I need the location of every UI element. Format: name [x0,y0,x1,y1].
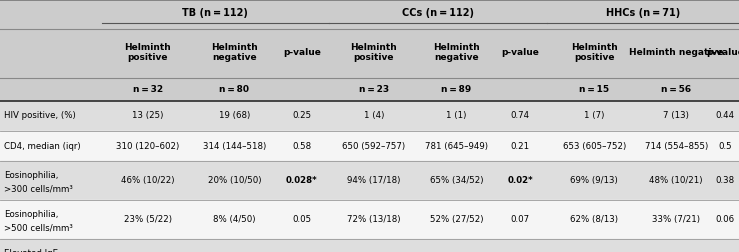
Text: 0.25: 0.25 [293,111,311,120]
Text: 23% (5/22): 23% (5/22) [124,215,171,224]
Text: 20% (10/50): 20% (10/50) [208,176,261,185]
Text: 0.21: 0.21 [511,142,530,151]
Text: Helminth
positive: Helminth positive [350,43,398,62]
Text: 19 (68): 19 (68) [219,111,250,120]
Text: 0.74: 0.74 [511,111,530,120]
Text: 714 (554–855): 714 (554–855) [644,142,708,151]
Text: 69% (9/13): 69% (9/13) [571,176,618,185]
Text: 0.02*: 0.02* [508,176,533,185]
Text: CCs (n = 112): CCs (n = 112) [402,8,474,18]
Text: p-value: p-value [501,48,539,57]
Text: >300 cells/mm³: >300 cells/mm³ [4,184,72,193]
Text: TB (n = 112): TB (n = 112) [183,8,248,18]
Text: Elevated IgE,: Elevated IgE, [4,249,61,252]
Text: 72% (13/18): 72% (13/18) [347,215,401,224]
Text: HHCs (n = 71): HHCs (n = 71) [606,8,680,18]
Text: 0.05: 0.05 [293,215,311,224]
Text: 781 (645–949): 781 (645–949) [425,142,488,151]
Text: n = 32: n = 32 [133,85,163,94]
Text: 0.06: 0.06 [715,215,735,224]
Text: 314 (144–518): 314 (144–518) [202,142,266,151]
Text: HIV positive, (%): HIV positive, (%) [4,111,75,120]
Text: 1 (4): 1 (4) [364,111,384,120]
Text: 0.58: 0.58 [293,142,311,151]
Text: 0.38: 0.38 [715,176,735,185]
Text: p-value: p-value [706,48,739,57]
Text: 65% (34/52): 65% (34/52) [429,176,483,185]
Text: 0.5: 0.5 [718,142,732,151]
Text: 13 (25): 13 (25) [132,111,163,120]
Text: 1 (1): 1 (1) [446,111,466,120]
Text: 52% (27/52): 52% (27/52) [429,215,483,224]
Text: n = 80: n = 80 [219,85,249,94]
Text: 94% (17/18): 94% (17/18) [347,176,401,185]
Text: 8% (4/50): 8% (4/50) [213,215,256,224]
Text: Eosinophilia,: Eosinophilia, [4,171,58,180]
Text: 1 (7): 1 (7) [584,111,605,120]
Text: 650 (592–757): 650 (592–757) [342,142,406,151]
Text: n = 56: n = 56 [661,85,691,94]
Text: n = 23: n = 23 [359,85,389,94]
Text: n = 89: n = 89 [441,85,471,94]
Text: 62% (8/13): 62% (8/13) [571,215,618,224]
Text: Helminth
positive: Helminth positive [124,43,171,62]
Text: n = 15: n = 15 [579,85,609,94]
Text: Eosinophilia,: Eosinophilia, [4,210,58,219]
Text: 310 (120–602): 310 (120–602) [116,142,180,151]
Text: Helminth negative: Helminth negative [629,48,723,57]
Text: >500 cells/mm³: >500 cells/mm³ [4,223,72,232]
Text: CD4, median (iqr): CD4, median (iqr) [4,142,81,151]
Text: 46% (10/22): 46% (10/22) [121,176,174,185]
Text: 653 (605–752): 653 (605–752) [562,142,626,151]
Text: p-value: p-value [283,48,321,57]
Text: 0.44: 0.44 [715,111,735,120]
Text: 7 (13): 7 (13) [663,111,689,120]
Text: 48% (10/21): 48% (10/21) [650,176,703,185]
Text: 33% (7/21): 33% (7/21) [653,215,700,224]
Text: 0.07: 0.07 [511,215,530,224]
Text: 0.028*: 0.028* [286,176,318,185]
Text: Helminth
positive: Helminth positive [571,43,618,62]
Text: Helminth
negative: Helminth negative [211,43,258,62]
Text: Helminth
negative: Helminth negative [433,43,480,62]
